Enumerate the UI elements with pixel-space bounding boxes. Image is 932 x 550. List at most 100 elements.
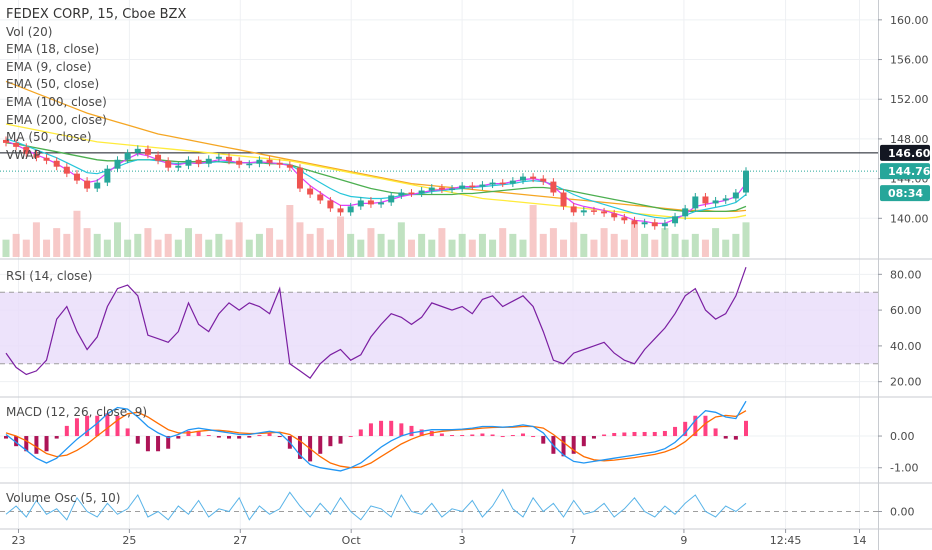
macd-label[interactable]: MACD (12, 26, close, 9) <box>6 405 148 419</box>
candle <box>732 192 739 199</box>
macd-histogram-bar <box>297 436 302 459</box>
candle <box>641 222 648 225</box>
indicator-label[interactable]: EMA (18, close) <box>6 42 100 57</box>
macd-histogram-bar <box>54 436 59 439</box>
macd-histogram-bar <box>642 431 647 437</box>
indicator-label[interactable]: VWAP <box>6 147 41 162</box>
indicator-label[interactable]: EMA (200, close) <box>6 112 107 127</box>
macd-histogram-bar <box>409 425 414 437</box>
macd-tick-label: -1.00 <box>890 462 918 475</box>
candle <box>63 166 70 174</box>
volume-osc-panel[interactable] <box>0 488 878 521</box>
candle <box>378 202 385 205</box>
macd-histogram-bar <box>602 434 607 437</box>
volume-bar <box>539 233 547 257</box>
candle <box>692 196 699 209</box>
volume-bar <box>2 239 10 257</box>
macd-tick-label: 0.00 <box>890 430 915 443</box>
volume-bar <box>235 222 243 257</box>
indicator-label[interactable]: EMA (9, close) <box>6 59 92 74</box>
macd-histogram-bar <box>439 433 444 437</box>
ema-18-line <box>5 138 747 219</box>
macd-histogram-bar <box>744 420 748 437</box>
volume-bar <box>691 233 699 257</box>
price-tick-label: 140.00 <box>890 212 929 225</box>
candle <box>530 176 537 179</box>
volume-bar <box>124 239 132 257</box>
volume-bar <box>103 239 111 257</box>
price-badge-label: 144.76 <box>888 165 931 178</box>
volume-bar <box>468 239 476 257</box>
macd-histogram-bar <box>541 436 546 444</box>
volume-bar <box>671 233 679 257</box>
candle <box>337 208 344 213</box>
indicator-label[interactable]: MA (50, close) <box>6 130 92 145</box>
macd-histogram-bar <box>632 431 637 437</box>
macd-histogram-bar <box>510 435 515 437</box>
rsi-panel[interactable] <box>0 267 878 379</box>
candle <box>205 158 212 164</box>
macd-histogram-bar <box>662 430 667 437</box>
volume-bar <box>12 233 20 257</box>
candle <box>702 196 709 204</box>
volume-bar <box>22 239 30 257</box>
candle <box>743 170 749 193</box>
candle <box>175 165 182 168</box>
rsi-line <box>5 267 747 379</box>
candle <box>398 192 405 196</box>
indicator-label[interactable]: Vol (20) <box>6 24 53 39</box>
candle <box>712 200 719 204</box>
rsi-label[interactable]: RSI (14, close) <box>6 269 93 283</box>
volume-bar <box>742 222 750 257</box>
price-panel[interactable] <box>0 80 878 257</box>
candle <box>43 157 50 161</box>
candle <box>23 146 30 154</box>
candle <box>621 217 628 221</box>
chart-title: FEDEX CORP, 15, Cboe BZX <box>6 7 187 22</box>
macd-histogram-bar <box>490 434 495 437</box>
rsi-tick-label: 40.00 <box>890 340 922 353</box>
candle <box>155 154 162 161</box>
candle <box>408 192 415 195</box>
macd-histogram-bar <box>74 418 79 437</box>
price-axis[interactable]: 160.00156.00152.00148.00144.00140.0080.0… <box>878 14 931 519</box>
time-tick-label: 7 <box>570 534 577 547</box>
volume-bar <box>63 233 71 257</box>
indicator-label[interactable]: EMA (50, close) <box>6 77 100 92</box>
macd-histogram-bar <box>227 436 232 439</box>
macd-histogram-bar <box>105 413 110 437</box>
macd-histogram-bar <box>733 436 738 440</box>
time-tick-label: 9 <box>680 534 687 547</box>
volume-bar <box>83 228 91 257</box>
indicator-label[interactable]: EMA (100, close) <box>6 94 107 109</box>
volume-bar <box>580 233 588 257</box>
price-badge <box>880 163 930 180</box>
candle <box>317 194 324 201</box>
candle <box>53 160 60 167</box>
macd-histogram-bar <box>318 436 323 454</box>
volume-bar <box>174 239 182 257</box>
volume-osc-legend: Volume Osc (5, 10) <box>6 490 120 508</box>
volume-bar <box>114 222 122 257</box>
candle <box>347 206 354 213</box>
candle <box>651 222 658 227</box>
volume-bar <box>478 233 486 257</box>
volume-bar <box>32 222 40 257</box>
candle <box>499 182 506 185</box>
volume-bar <box>73 210 81 257</box>
macd-legend: MACD (12, 26, close, 9) <box>6 404 147 422</box>
volume-bar <box>306 233 314 257</box>
candle <box>550 181 557 193</box>
time-tick-label: 27 <box>233 534 247 547</box>
time-axis[interactable]: 23 25 27 Oct 3 7 9 12:45 14 <box>11 529 867 547</box>
volume-osc-label[interactable]: Volume Osc (5, 10) <box>6 491 121 505</box>
macd-panel[interactable] <box>4 400 748 472</box>
ema-50-line <box>5 142 747 213</box>
macd-histogram-bar <box>156 436 161 452</box>
price-tick-label: 156.00 <box>890 54 929 67</box>
price-badge <box>880 185 930 202</box>
volume-bar <box>651 239 659 257</box>
macd-signal-line <box>5 410 747 469</box>
candle <box>601 211 608 214</box>
